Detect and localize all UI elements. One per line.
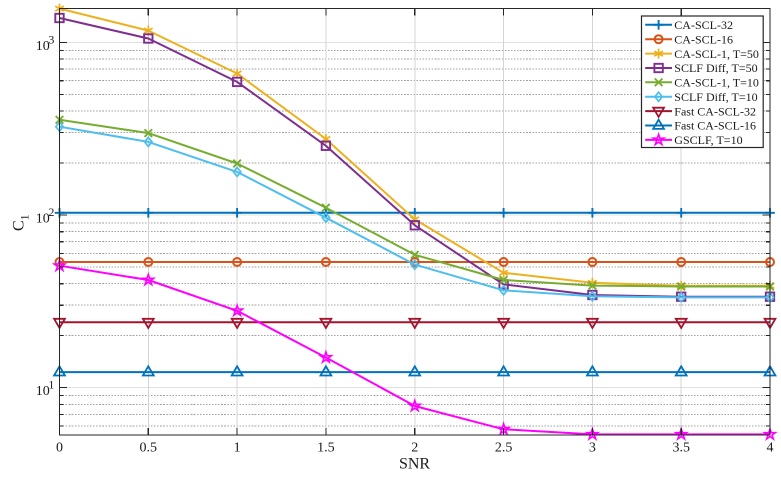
svg-text:CA-SCL-1, T=50: CA-SCL-1, T=50 — [674, 47, 759, 61]
svg-text:1: 1 — [234, 441, 241, 456]
svg-text:CA-SCL-1, T=10: CA-SCL-1, T=10 — [674, 76, 759, 90]
svg-text:0.5: 0.5 — [140, 441, 158, 456]
svg-text:3: 3 — [48, 32, 54, 46]
svg-text:2.5: 2.5 — [495, 441, 513, 456]
svg-text:2: 2 — [411, 441, 418, 456]
svg-text:GSCLF, T=10: GSCLF, T=10 — [674, 133, 742, 147]
svg-text:CA-SCL-16: CA-SCL-16 — [674, 32, 733, 46]
svg-text:3: 3 — [589, 441, 596, 456]
svg-text:10: 10 — [36, 39, 50, 54]
svg-text:3.5: 3.5 — [672, 441, 690, 456]
svg-text:SCLF Diff, T=50: SCLF Diff, T=50 — [674, 61, 757, 75]
svg-text:Fast CA-SCL-32: Fast CA-SCL-32 — [674, 104, 756, 118]
svg-text:SCLF Diff, T=10: SCLF Diff, T=10 — [674, 90, 757, 104]
svg-text:1: 1 — [48, 378, 54, 392]
svg-text:0: 0 — [56, 441, 63, 456]
svg-text:4: 4 — [767, 441, 774, 456]
svg-text:10: 10 — [36, 384, 50, 399]
svg-text:2: 2 — [48, 205, 54, 219]
svg-text:1.5: 1.5 — [317, 441, 335, 456]
svg-text:SNR: SNR — [399, 456, 430, 473]
svg-text:10: 10 — [36, 212, 50, 227]
svg-text:CA-SCL-32: CA-SCL-32 — [674, 18, 733, 32]
svg-text:Fast CA-SCL-16: Fast CA-SCL-16 — [674, 119, 756, 133]
